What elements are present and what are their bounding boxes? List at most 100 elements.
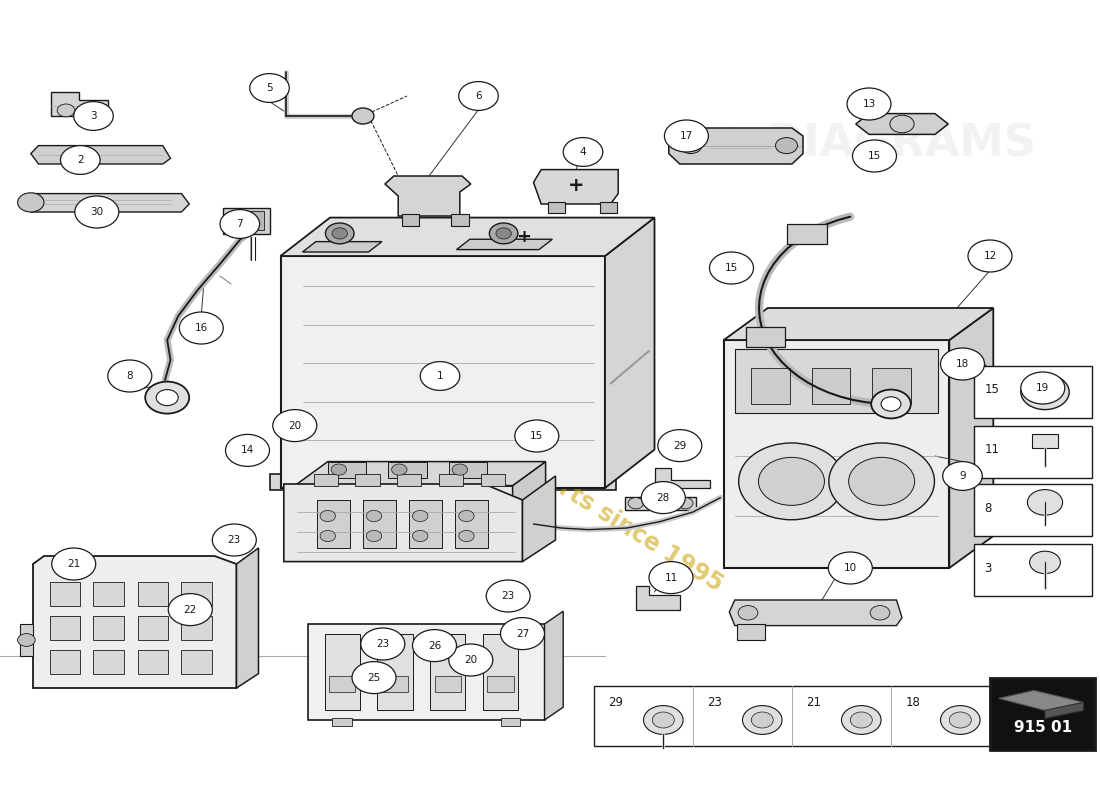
Text: 19: 19: [1036, 383, 1049, 393]
Circle shape: [486, 580, 530, 612]
Circle shape: [1030, 551, 1060, 574]
Circle shape: [500, 618, 544, 650]
Circle shape: [412, 530, 428, 542]
Text: 25: 25: [367, 673, 381, 682]
Bar: [409, 500, 442, 548]
Polygon shape: [522, 476, 556, 562]
Circle shape: [680, 138, 702, 154]
Circle shape: [738, 606, 758, 620]
Circle shape: [1037, 391, 1053, 402]
Circle shape: [18, 634, 35, 646]
Polygon shape: [605, 218, 654, 488]
Circle shape: [641, 482, 685, 514]
Bar: [94, 582, 124, 606]
Text: 11: 11: [664, 573, 678, 582]
Bar: [737, 624, 764, 640]
Text: 28: 28: [657, 493, 670, 502]
Bar: [308, 624, 544, 720]
Circle shape: [412, 630, 456, 662]
Bar: [548, 202, 565, 213]
Text: 23: 23: [376, 639, 389, 649]
Polygon shape: [295, 462, 546, 486]
Circle shape: [156, 390, 178, 406]
Bar: [751, 368, 790, 404]
Bar: [625, 497, 696, 510]
Polygon shape: [544, 611, 563, 720]
Text: 29: 29: [673, 441, 686, 450]
Circle shape: [18, 193, 44, 212]
Circle shape: [871, 390, 911, 418]
Circle shape: [320, 530, 336, 542]
Text: a passion for parts since 1995: a passion for parts since 1995: [373, 363, 727, 597]
Text: 26: 26: [428, 641, 441, 650]
Text: 21: 21: [806, 696, 822, 709]
Polygon shape: [270, 474, 616, 490]
Polygon shape: [31, 146, 170, 164]
Polygon shape: [513, 462, 546, 556]
Circle shape: [449, 644, 493, 676]
Polygon shape: [654, 468, 710, 488]
Circle shape: [220, 210, 260, 238]
Text: 18: 18: [956, 359, 969, 369]
Circle shape: [496, 228, 512, 239]
Bar: [481, 474, 505, 486]
Bar: [314, 474, 338, 486]
Bar: [872, 368, 911, 404]
Text: 29: 29: [608, 696, 624, 709]
Circle shape: [145, 382, 189, 414]
Circle shape: [392, 464, 407, 475]
Polygon shape: [534, 170, 618, 204]
Polygon shape: [284, 484, 522, 562]
Text: 3: 3: [984, 562, 992, 574]
Bar: [329, 676, 355, 692]
Circle shape: [366, 510, 382, 522]
Circle shape: [649, 562, 693, 594]
Circle shape: [459, 530, 474, 542]
Bar: [724, 340, 949, 568]
Circle shape: [968, 240, 1012, 272]
Bar: [20, 624, 33, 656]
Bar: [50, 616, 80, 640]
Text: 1: 1: [437, 371, 443, 381]
Bar: [600, 202, 617, 213]
Polygon shape: [51, 92, 108, 116]
Circle shape: [852, 140, 896, 172]
Text: 15: 15: [725, 263, 738, 273]
Text: DIAGRAMS: DIAGRAMS: [767, 122, 1037, 166]
Circle shape: [943, 462, 982, 490]
Circle shape: [1021, 374, 1069, 410]
Text: 915 01: 915 01: [1014, 721, 1071, 735]
Text: 5: 5: [266, 83, 273, 93]
Circle shape: [850, 712, 872, 728]
Text: 9: 9: [959, 471, 966, 481]
Circle shape: [940, 706, 980, 734]
Bar: [377, 634, 412, 710]
Text: 27: 27: [516, 629, 529, 638]
Bar: [449, 462, 487, 478]
Bar: [735, 349, 938, 413]
Text: 30: 30: [90, 207, 103, 217]
Polygon shape: [22, 194, 189, 212]
Bar: [451, 214, 469, 226]
Bar: [355, 474, 380, 486]
Bar: [138, 616, 168, 640]
Bar: [388, 462, 427, 478]
Circle shape: [108, 360, 152, 392]
Circle shape: [75, 196, 119, 228]
Circle shape: [515, 420, 559, 452]
Text: 22: 22: [184, 605, 197, 614]
Bar: [295, 486, 513, 556]
Circle shape: [563, 138, 603, 166]
Text: 15: 15: [530, 431, 543, 441]
Circle shape: [739, 443, 845, 520]
Bar: [280, 256, 605, 488]
Circle shape: [847, 88, 891, 120]
Polygon shape: [729, 600, 902, 626]
Text: 6: 6: [475, 91, 482, 101]
Bar: [594, 686, 990, 746]
Bar: [434, 676, 461, 692]
Circle shape: [710, 252, 754, 284]
Circle shape: [742, 706, 782, 734]
Circle shape: [331, 464, 346, 475]
Circle shape: [870, 606, 890, 620]
